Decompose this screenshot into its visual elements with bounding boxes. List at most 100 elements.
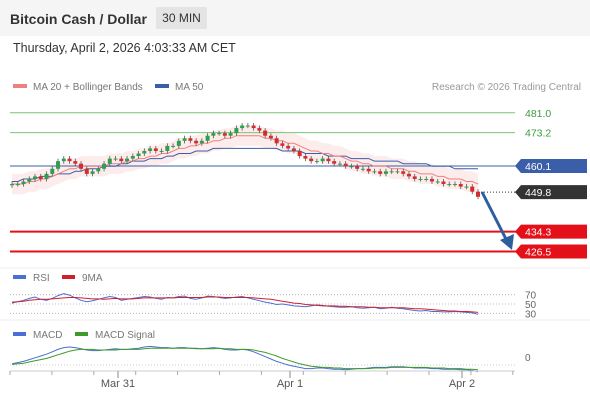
candle-body — [326, 158, 331, 162]
candle-body — [102, 163, 107, 169]
candle-body — [355, 166, 360, 169]
candle-body — [337, 163, 342, 165]
candle-body — [383, 171, 388, 174]
candle-body — [429, 178, 434, 182]
level-label-426.5: 426.5 — [525, 246, 551, 258]
candle-body — [21, 181, 26, 185]
candle-body — [130, 156, 135, 159]
candle-body — [228, 133, 233, 136]
candle-body — [165, 145, 170, 151]
candle-body — [418, 178, 423, 180]
candle-body — [119, 158, 124, 162]
candle-body — [142, 150, 147, 154]
candle-body — [61, 158, 66, 162]
candle-body — [389, 171, 394, 173]
candle-body — [263, 130, 268, 136]
candle-body — [188, 138, 193, 141]
candle-body — [171, 145, 176, 147]
candle-body — [15, 184, 20, 186]
candle-body — [194, 140, 199, 144]
timeframe-button[interactable]: 30 MIN — [156, 7, 207, 29]
level-label-434.3: 434.3 — [525, 227, 551, 239]
macd-legend-label: MACD — [33, 330, 62, 341]
ma50-legend-swatch — [155, 84, 169, 88]
macd-signal-legend-swatch — [75, 332, 88, 336]
datetime-label: Thursday, April 2, 2026 4:03:33 AM CET — [13, 41, 236, 55]
rsi-legend-swatch — [13, 275, 26, 279]
candle-body — [286, 145, 291, 149]
candle-body — [125, 158, 130, 162]
candle-body — [378, 171, 383, 174]
candle-body — [84, 168, 89, 174]
candle-body — [33, 176, 38, 179]
level-badge-434.3 — [515, 224, 587, 239]
level-label-460.1: 460.1 — [525, 161, 551, 173]
candle-body — [44, 173, 49, 179]
candle-body — [360, 168, 365, 170]
level-badge-426.5 — [515, 244, 587, 259]
level-label-481.0: 481.0 — [525, 108, 551, 120]
level-badge-449.8 — [515, 185, 587, 200]
instrument-title: Bitcoin Cash / Dollar — [10, 11, 147, 27]
moving-averages — [12, 135, 479, 185]
rsi-ma-legend-swatch — [62, 275, 75, 279]
rsi-level-label: 30 — [525, 309, 537, 320]
candle-body — [320, 158, 325, 162]
level-label-473.2: 473.2 — [525, 128, 551, 140]
candle-body — [366, 168, 371, 172]
level-label-449.8: 449.8 — [525, 187, 551, 199]
candle-body — [67, 158, 72, 162]
bollinger-bands — [12, 125, 478, 195]
candle-body — [274, 138, 279, 144]
candle-body — [27, 178, 32, 182]
candle-body — [424, 178, 429, 180]
candle-body — [297, 150, 302, 157]
x-axis-tick-label: Apr 2 — [449, 378, 475, 390]
candle-body — [447, 184, 452, 186]
candle-body — [73, 161, 78, 164]
candle-body — [458, 184, 463, 187]
x-axis-tick-label: Apr 1 — [277, 378, 303, 390]
candle-body — [470, 186, 475, 192]
candle-body — [314, 161, 319, 163]
candle-body — [148, 148, 153, 151]
rsi-ma-legend-label: 9MA — [82, 273, 103, 284]
candle-body — [50, 168, 55, 174]
candle-body — [257, 128, 262, 131]
candle-body — [280, 143, 285, 146]
candle-body — [90, 171, 95, 174]
candle-body — [291, 148, 296, 151]
candle-body — [343, 163, 348, 167]
candle-body — [395, 171, 400, 173]
candle-body — [303, 156, 308, 159]
candle-body — [107, 158, 112, 164]
candle-body — [234, 128, 239, 134]
macd-legend-swatch — [13, 332, 26, 336]
candle-body — [309, 158, 314, 162]
candle-body — [435, 181, 440, 183]
candle-body — [441, 181, 446, 185]
candlesticks — [10, 122, 480, 200]
macd-zero-label: 0 — [525, 353, 531, 364]
rsi-ma-line — [11, 296, 479, 313]
candle-body — [245, 125, 250, 127]
rsi-level-label: 50 — [525, 300, 537, 311]
level-badge-460.1 — [515, 158, 587, 173]
candle-body — [182, 138, 187, 141]
x-axis: Mar 31 Apr 1 Apr 2 — [9, 371, 514, 390]
bollinger-band-area — [12, 125, 478, 195]
macd-signal-line — [11, 347, 479, 371]
price-levels: 481.0 473.2 460.1 449.8 434.3 426.5 — [10, 108, 587, 259]
candle-body — [406, 173, 411, 177]
ma50-legend-label: MA 50 — [175, 82, 204, 93]
macd-panel: 0 — [10, 345, 531, 373]
candle-body — [372, 171, 377, 173]
candle-body — [476, 191, 480, 197]
candle-body — [56, 161, 61, 169]
rsi-level-label: 70 — [525, 291, 537, 302]
candle-body — [159, 150, 164, 152]
ma20-legend-label: MA 20 + Bollinger Bands — [33, 82, 143, 93]
candle-body — [205, 135, 210, 141]
ma50-line — [12, 147, 478, 182]
